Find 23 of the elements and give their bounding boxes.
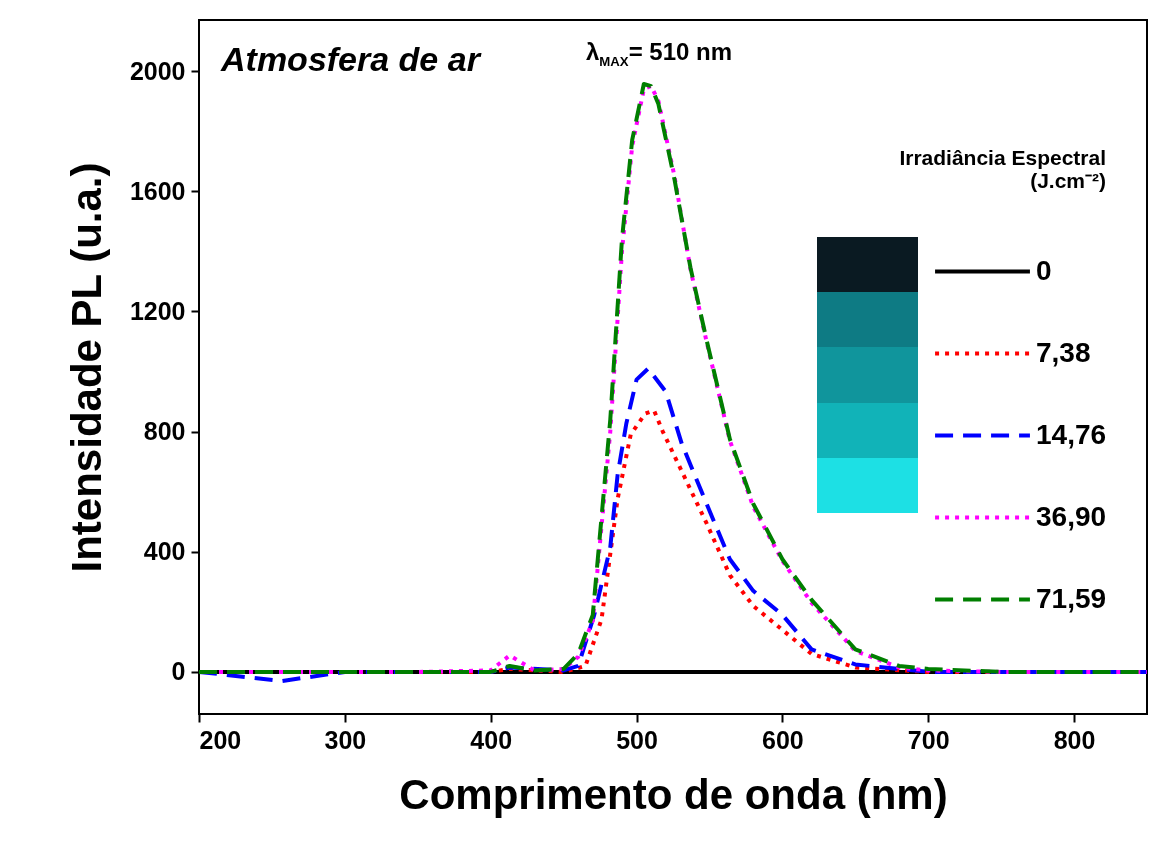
y-tick-label: 1600	[129, 176, 186, 205]
y-tick-label: 0	[171, 657, 186, 686]
x-axis-title: Comprimento de onda (nm)	[399, 770, 948, 818]
y-axis-title: Intensidade PL (u.a.)	[62, 162, 110, 573]
x-tick-label: 200	[199, 725, 242, 754]
y-tick-label: 2000	[129, 56, 186, 85]
x-tick-label: 500	[616, 725, 658, 754]
annotation: Atmosfera de ar	[221, 40, 480, 79]
x-tick-label: 600	[762, 725, 804, 754]
x-tick-label: 400	[470, 725, 513, 754]
annotation: λ$_{MAX}$= 510 nm	[586, 38, 733, 69]
legend-label: 7,38	[1036, 336, 1091, 368]
y-tick-label: 800	[143, 417, 186, 446]
legend-title: Irradiância Espectral (J.cm⁻²)	[899, 146, 1106, 192]
legend-label: 36,90	[1036, 500, 1107, 532]
x-tick-label: 300	[324, 725, 367, 754]
legend-label: 14,76	[1036, 418, 1107, 450]
y-tick-label: 1200	[129, 296, 186, 325]
legend-label: 71,59	[1036, 582, 1107, 614]
legend-label: 0	[1036, 254, 1052, 286]
y-tick-label: 400	[143, 537, 186, 566]
x-tick-label: 700	[907, 725, 950, 754]
x-tick-label: 800	[1053, 725, 1096, 754]
